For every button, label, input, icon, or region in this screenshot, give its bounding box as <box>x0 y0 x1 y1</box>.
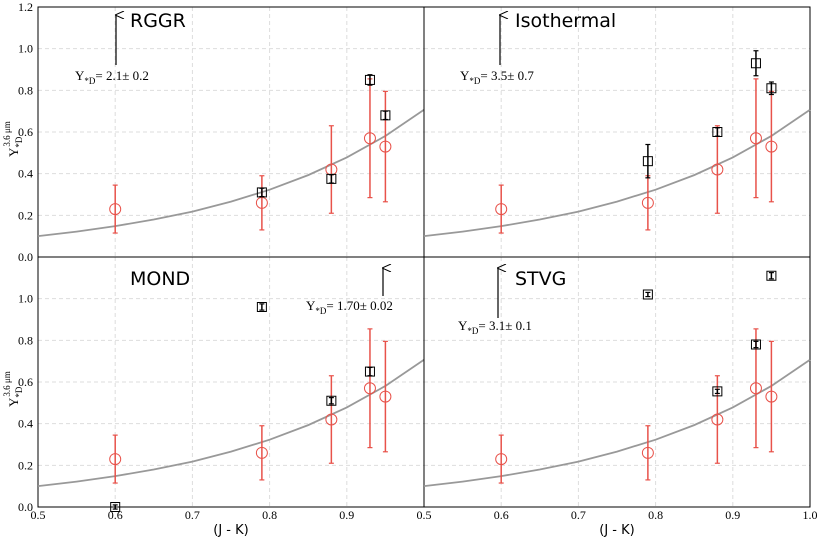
y-tick-label: 0.2 <box>18 458 33 472</box>
y-tick-label: 0.2 <box>18 208 33 222</box>
data-point <box>363 382 376 395</box>
y-label-symbol: Y <box>6 147 21 157</box>
x-axis-label: (J - K) <box>213 523 248 538</box>
x-tick-label: 0.5 <box>417 508 432 522</box>
annotation-text: = 1.70± 0.02 <box>326 298 392 313</box>
annotation-text: = 3.5± 0.7 <box>480 68 534 83</box>
annotation-symbol: Y <box>75 68 85 83</box>
data-point <box>749 132 762 145</box>
data-point <box>750 339 761 350</box>
data-point <box>750 58 761 69</box>
x-tick-label: 0.7 <box>571 508 586 522</box>
annotation-text: = 3.1± 0.1 <box>478 318 531 333</box>
data-point <box>255 446 268 459</box>
y-tick-label: 0.4 <box>18 417 33 431</box>
y-tick-label: 1.0 <box>18 292 33 306</box>
data-point <box>712 127 723 137</box>
annotation-symbol: Y <box>306 298 316 313</box>
data-point <box>256 302 267 312</box>
data-point <box>765 140 778 153</box>
x-tick-label: 0.9 <box>339 508 354 522</box>
x-tick-label: 0.9 <box>725 508 740 522</box>
x-tick-label: 0.6 <box>108 508 123 522</box>
y-label-superscript: 3.6 μm <box>2 121 12 146</box>
x-tick-label: 0.8 <box>648 508 663 522</box>
data-point <box>326 173 337 184</box>
data-point <box>749 382 762 395</box>
data-point <box>380 110 391 121</box>
annotation-text: = 2.1± 0.2 <box>95 68 148 83</box>
annotation-symbol: Y <box>460 68 470 83</box>
annotation-symbol: Y <box>458 318 468 333</box>
data-point <box>711 413 724 426</box>
data-point <box>364 366 375 377</box>
data-point <box>766 83 777 94</box>
panel-title: STVG <box>515 268 566 290</box>
y-tick-label: 0.8 <box>18 83 33 97</box>
fit-curve <box>423 108 811 238</box>
y-label-subscript: *D <box>14 386 24 398</box>
annotation: Y*D= 3.1± 0.1 <box>458 318 532 336</box>
panel-title: RGGR <box>130 10 186 32</box>
panel-title: MOND <box>130 268 190 290</box>
data-point <box>641 196 654 209</box>
annotation-subscript: *D <box>84 76 96 86</box>
data-point <box>326 395 337 406</box>
data-point <box>109 203 122 216</box>
data-point <box>495 453 508 466</box>
x-axis-label: (J - K) <box>599 523 634 538</box>
annotation: Y*D= 2.1± 0.2 <box>75 68 149 86</box>
x-tick-label: 0.7 <box>185 508 200 522</box>
x-tick-label: 0.5 <box>31 508 46 522</box>
fit-curve <box>37 358 425 488</box>
fit-curve <box>37 108 425 238</box>
y-tick-label: 0.8 <box>18 333 33 347</box>
data-point <box>495 203 508 216</box>
data-point <box>642 289 653 300</box>
y-tick-label: 0.0 <box>18 250 33 264</box>
panel-title: Isothermal <box>515 10 616 32</box>
panel-frame <box>423 256 811 508</box>
data-point <box>379 140 392 153</box>
data-point <box>363 132 376 145</box>
annotation-subscript: *D <box>315 306 327 316</box>
y-tick-label: 0.6 <box>18 375 33 389</box>
y-tick-label: 1.2 <box>18 0 33 14</box>
y-axis-label: Y*D3.6 μm <box>2 371 24 407</box>
y-label-superscript: 3.6 μm <box>2 371 12 396</box>
data-point <box>711 163 724 176</box>
x-tick-label: 0.6 <box>494 508 509 522</box>
annotation-subscript: *D <box>467 326 479 336</box>
y-tick-label: 0.6 <box>18 125 33 139</box>
data-point <box>325 413 338 426</box>
data-point <box>379 390 392 403</box>
y-axis-label: Y*D3.6 μm <box>2 121 24 157</box>
data-point <box>712 386 723 397</box>
data-point <box>110 502 121 512</box>
y-tick-label: 0.4 <box>18 167 33 181</box>
x-tick-label: 1.0 <box>803 508 817 522</box>
data-point <box>641 446 654 459</box>
annotation: Y*D= 1.70± 0.02 <box>306 298 393 316</box>
y-label-subscript: *D <box>14 136 24 148</box>
fit-curve <box>423 358 811 488</box>
data-point <box>364 74 375 85</box>
annotation: Y*D= 3.5± 0.7 <box>460 68 534 86</box>
y-label-symbol: Y <box>6 397 21 407</box>
data-point <box>765 390 778 403</box>
y-tick-label: 1.0 <box>18 42 33 56</box>
data-point <box>766 270 777 281</box>
data-point <box>109 453 122 466</box>
data-point <box>642 156 653 167</box>
data-point <box>256 187 267 198</box>
y-tick-label: 0.0 <box>18 500 33 514</box>
annotation-subscript: *D <box>469 76 481 86</box>
x-tick-label: 0.8 <box>262 508 277 522</box>
